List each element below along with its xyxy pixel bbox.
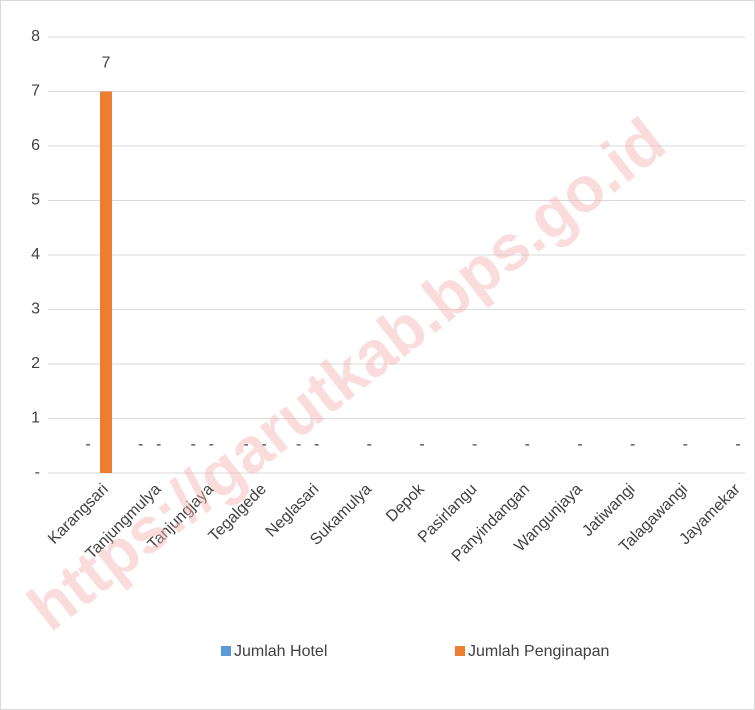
legend-swatch [455, 646, 465, 656]
data-label: - [314, 436, 319, 453]
data-label: - [630, 436, 635, 453]
data-label: - [577, 436, 582, 453]
data-label: - [735, 436, 740, 453]
data-label: - [261, 436, 266, 453]
legend-label: Jumlah Penginapan [468, 643, 609, 660]
data-label: 7 [102, 55, 111, 72]
legend-label: Jumlah Hotel [234, 643, 327, 660]
y-tick-label: 3 [31, 301, 40, 318]
legend-swatch [221, 646, 231, 656]
data-label: - [419, 436, 424, 453]
bar [100, 91, 112, 473]
data-label: - [367, 436, 372, 453]
y-tick-label: 6 [31, 137, 40, 154]
data-label: - [472, 436, 477, 453]
y-tick-label: 5 [31, 192, 40, 209]
data-label: - [296, 436, 301, 453]
y-tick-label: 8 [31, 28, 40, 45]
y-tick-label: - [35, 464, 40, 481]
y-tick-label: 7 [31, 83, 40, 100]
y-tick-label: 1 [31, 410, 40, 427]
data-label: - [683, 436, 688, 453]
data-label: - [243, 436, 248, 453]
y-tick-label: 2 [31, 355, 40, 372]
data-label: - [209, 436, 214, 453]
data-label: - [85, 436, 90, 453]
y-tick-label: 4 [31, 246, 40, 263]
data-label: - [156, 436, 161, 453]
data-label: - [138, 436, 143, 453]
data-label: - [191, 436, 196, 453]
data-label: - [525, 436, 530, 453]
